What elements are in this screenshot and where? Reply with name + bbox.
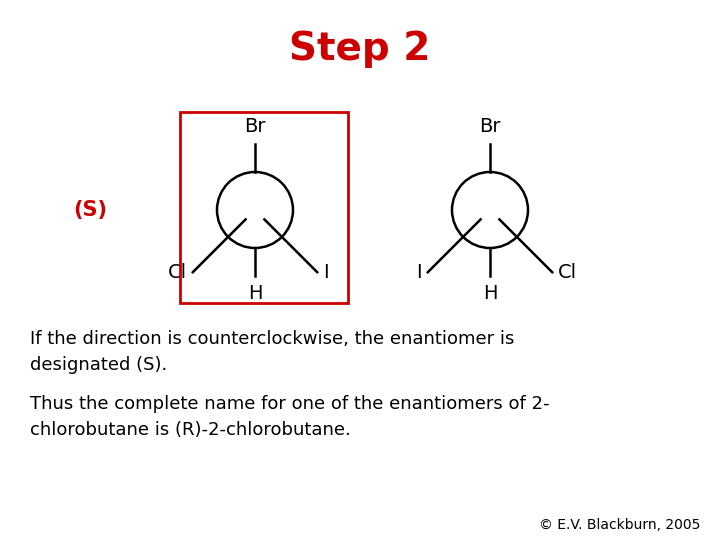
Text: Thus the complete name for one of the enantiomers of 2-
chlorobutane is (R)-2-ch: Thus the complete name for one of the en… xyxy=(30,395,549,438)
Text: Br: Br xyxy=(480,117,500,136)
Text: Cl: Cl xyxy=(558,263,577,282)
Text: Step 2: Step 2 xyxy=(289,30,431,68)
Text: Br: Br xyxy=(244,117,266,136)
Text: H: H xyxy=(248,284,262,303)
Text: I: I xyxy=(323,263,329,282)
Text: If the direction is counterclockwise, the enantiomer is
designated (S).: If the direction is counterclockwise, th… xyxy=(30,330,514,374)
Text: (S): (S) xyxy=(73,200,107,220)
Text: Cl: Cl xyxy=(168,263,186,282)
Bar xyxy=(180,112,348,303)
Text: H: H xyxy=(482,284,498,303)
Text: © E.V. Blackburn, 2005: © E.V. Blackburn, 2005 xyxy=(539,518,700,532)
Text: I: I xyxy=(416,263,422,282)
